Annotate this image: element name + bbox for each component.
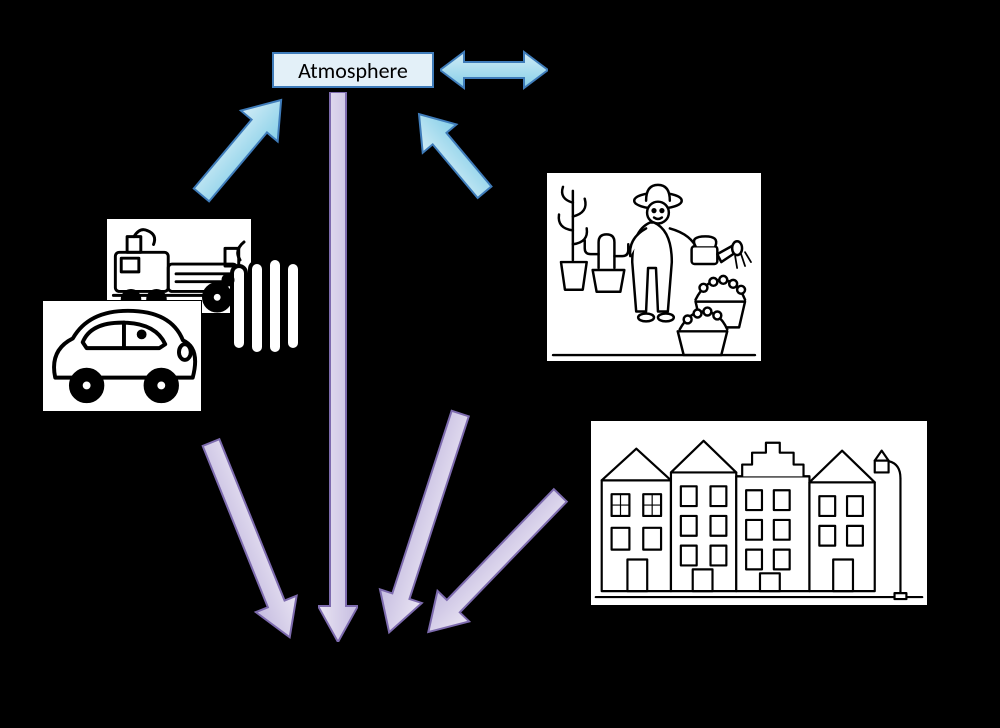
atmosphere-label: Atmosphere: [298, 57, 408, 84]
atmosphere-box: Atmosphere: [272, 52, 434, 88]
arrow-from-transport-icon: [190, 434, 310, 644]
arrow-center-down-icon: [318, 92, 358, 642]
gardener-icon: [546, 172, 762, 362]
arrow-up-right-icon: [400, 112, 510, 202]
radiator-icon: [218, 236, 318, 370]
double-arrow-icon: [440, 48, 548, 92]
arrow-up-left-icon: [170, 94, 310, 204]
arrow-from-buildings-icon: [420, 478, 570, 648]
buildings-icon: [590, 420, 928, 606]
car-icon: [42, 300, 202, 412]
